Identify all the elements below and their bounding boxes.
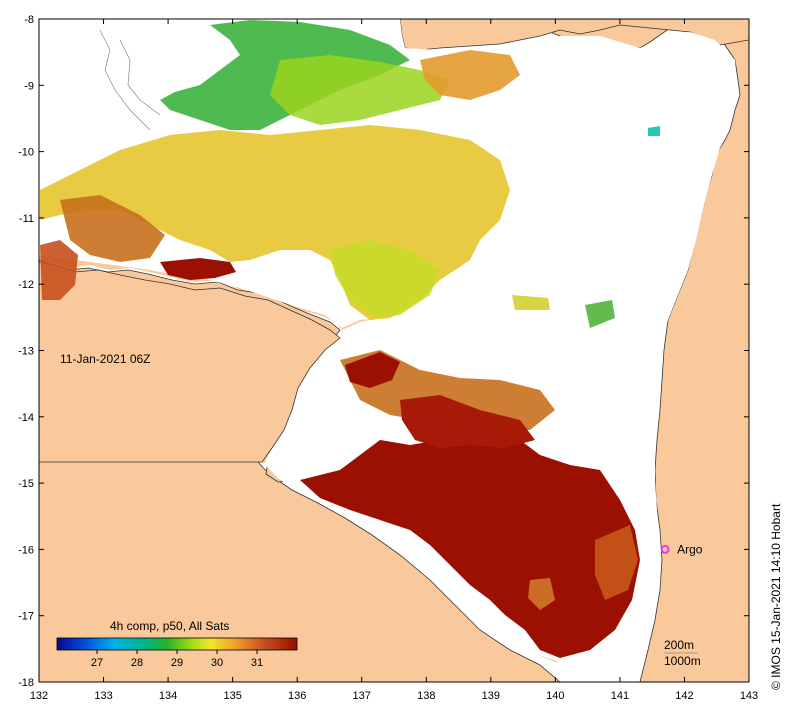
sst-patch-orange-west: [60, 195, 165, 262]
argo-marker[interactable]: Argo: [660, 542, 703, 556]
x-tick-label: 142: [675, 690, 693, 702]
depth-legend: 200m 1000m: [664, 638, 701, 668]
sst-patch-orange-north: [420, 50, 520, 100]
x-tick-label: 139: [482, 690, 500, 702]
x-tick-label: 141: [611, 690, 629, 702]
sst-patch-cyan: [648, 126, 660, 136]
sst-patch-ne-yellow: [512, 295, 550, 310]
y-tick-label: -15: [18, 478, 34, 490]
y-tick-label: -8: [24, 14, 34, 26]
sst-patch-gulf-orange-s: [528, 578, 555, 610]
y-tick-label: -17: [18, 611, 34, 623]
x-tick-label: 134: [159, 690, 177, 702]
depth-legend-200m: 200m: [664, 638, 694, 652]
depth-contours: [99, 29, 161, 131]
y-tick-label: -18: [18, 677, 34, 689]
sst-patch-yellowgreen: [330, 240, 440, 318]
date-label: 11-Jan-2021 06Z: [60, 352, 151, 366]
argo-label: Argo: [677, 542, 703, 556]
colorbar-title: 4h comp, p50, All Sats: [110, 619, 229, 633]
sst-patch-ne-green: [585, 300, 615, 328]
credit-text: © IMOS 15-Jan-2021 14:10 Hobart: [769, 503, 783, 690]
sst-layer: [40, 20, 660, 658]
y-tick-label: -14: [18, 412, 34, 424]
y-tick-label: -16: [18, 544, 34, 556]
sst-patch-gulf-orange-se: [595, 525, 638, 600]
colorbar-tick-label: 31: [251, 657, 263, 669]
x-tick-label: 132: [30, 690, 48, 702]
sst-patch-lightgreen: [270, 55, 450, 125]
sst-patch-gulf-red-mid: [400, 395, 535, 448]
x-tick-label: 138: [417, 690, 435, 702]
sst-patch-gulf-red-north: [345, 352, 400, 388]
colorbar-tick-label: 28: [131, 657, 143, 669]
y-tick-label: -12: [18, 279, 34, 291]
colorbar: 4h comp, p50, All Sats 27 28 29 30 31: [56, 619, 298, 669]
sst-patch-gulf-red: [300, 430, 640, 658]
argo-marker-dot[interactable]: [660, 544, 670, 554]
x-tick-label: 140: [546, 690, 564, 702]
y-tick-label: -11: [19, 213, 34, 225]
colorbar-gradient: [56, 637, 298, 651]
land-top-end: [39, 261, 341, 463]
sst-patch-orange-westcoast: [40, 240, 78, 300]
x-tick-label: 133: [94, 690, 112, 702]
x-tick-label: 136: [288, 690, 306, 702]
colorbar-tick-label: 29: [171, 657, 183, 669]
y-tick-label: -10: [18, 147, 34, 159]
y-tick-label: -9: [24, 80, 34, 92]
colorbar-tick-label: 30: [211, 657, 223, 669]
y-axis: -8 -9 -10 -11 -12 -13 -14 -15 -16 -17 -18: [18, 14, 749, 689]
colorbar-tick-label: 27: [91, 657, 103, 669]
depth-legend-1000m: 1000m: [664, 654, 701, 668]
y-tick-label: -13: [18, 346, 34, 358]
sst-patch-red-coast: [160, 258, 236, 280]
x-tick-label: 143: [740, 690, 758, 702]
x-tick-label: 137: [353, 690, 371, 702]
x-tick-label: 135: [223, 690, 241, 702]
x-axis: 132 133 134 135 136 137 138 139 140 141 142 143: [30, 19, 758, 702]
